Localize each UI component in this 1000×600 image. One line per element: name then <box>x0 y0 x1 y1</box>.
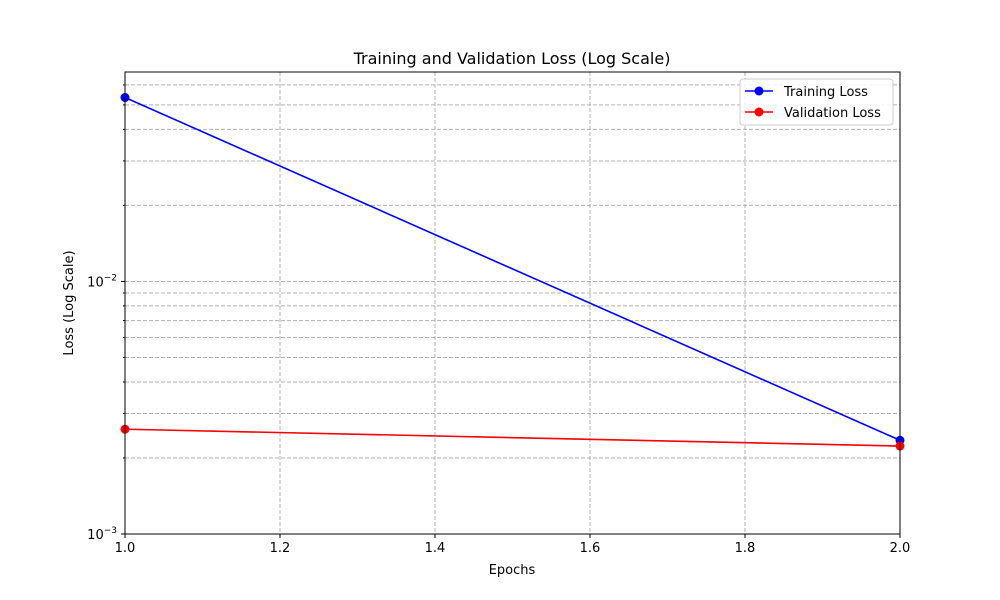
plot-frame <box>124 71 901 535</box>
ticks: 1.0 1.2 1.4 1.6 1.8 2.0 10−3 10−2 <box>87 84 911 556</box>
series-line <box>124 428 901 447</box>
x-tick-label: 1.0 <box>115 541 136 556</box>
series-layer <box>120 92 905 451</box>
grid <box>125 72 900 534</box>
legend: Training Loss Validation Loss <box>739 78 894 126</box>
y-tick-label: 10−3 <box>87 526 117 543</box>
x-axis-label: Epochs <box>489 563 536 578</box>
series-line <box>124 96 901 442</box>
x-tick-label: 1.4 <box>425 541 446 556</box>
x-tick-label: 1.6 <box>580 541 601 556</box>
legend-label: Validation Loss <box>784 106 881 121</box>
legend-label: Training Loss <box>783 85 868 100</box>
chart-title: Training and Validation Loss (Log Scale) <box>353 49 671 68</box>
x-tick-label: 1.8 <box>735 541 756 556</box>
legend-marker <box>754 86 764 96</box>
legend-marker <box>754 107 764 117</box>
y-axis-label: Loss (Log Scale) <box>62 250 77 355</box>
x-tick-label: 1.2 <box>270 541 291 556</box>
x-tick-label: 2.0 <box>890 541 911 556</box>
y-tick-label: 10−2 <box>87 273 117 290</box>
legend-box <box>739 78 894 126</box>
